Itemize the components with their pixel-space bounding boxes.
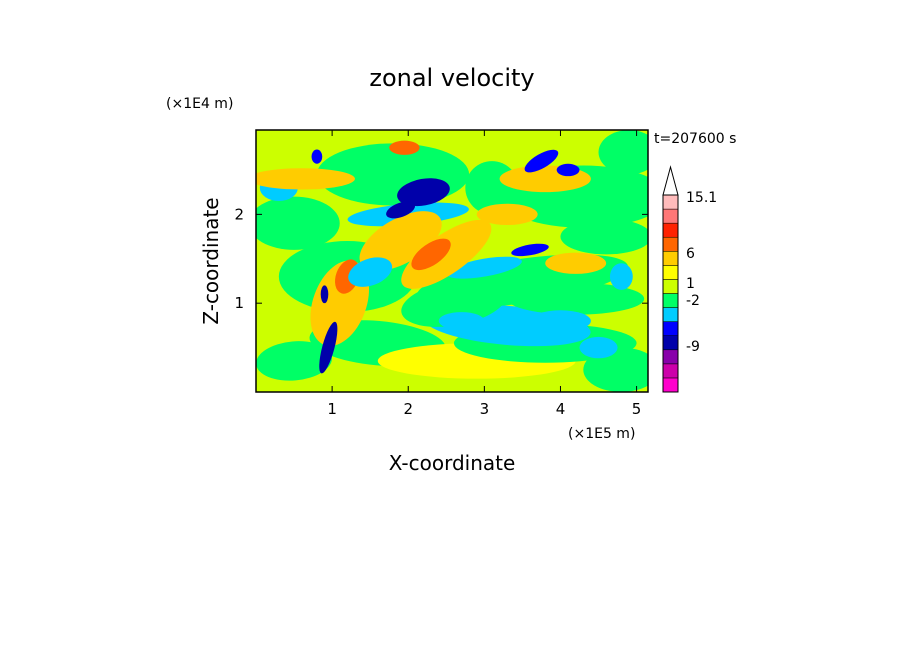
field-region xyxy=(348,257,393,287)
field-region xyxy=(560,218,648,255)
field-region xyxy=(389,140,420,155)
time-label: t=207600 s xyxy=(654,131,736,147)
colorbar-extend-arrow xyxy=(662,165,679,196)
colorbar-segment xyxy=(662,349,679,365)
plot-frame xyxy=(255,129,649,393)
y-tick-label: 1 xyxy=(234,294,244,312)
field-region xyxy=(256,341,333,381)
field-region xyxy=(476,203,538,226)
colorbar-segment xyxy=(662,265,679,280)
field-region xyxy=(530,310,591,332)
x-axis-ticks: 1 2 3 4 5 xyxy=(327,130,641,418)
y-tick-label: 2 xyxy=(234,205,244,223)
colorbar-segment xyxy=(662,236,679,252)
field-region xyxy=(319,321,338,374)
y-axis-ticks: 12 xyxy=(234,205,648,312)
colorbar-label: 1 xyxy=(686,276,695,292)
x-axis-label: X-coordinate xyxy=(389,451,516,475)
field-region xyxy=(579,336,618,359)
field-region xyxy=(511,243,549,257)
x-unit-label: (×1E5 m) xyxy=(568,426,635,442)
field-region xyxy=(411,238,451,271)
field-region xyxy=(598,130,648,175)
colorbar-segment xyxy=(662,363,679,379)
x-tick-label: 1 xyxy=(327,400,337,418)
colorbar-label: -2 xyxy=(686,293,700,309)
field-region xyxy=(446,256,522,279)
colorbar-segment xyxy=(662,293,679,308)
colorbar-label: 6 xyxy=(686,246,695,262)
field-region xyxy=(386,201,416,219)
field-region xyxy=(397,178,450,207)
x-tick-label: 3 xyxy=(480,400,490,418)
colorbar-segment xyxy=(662,194,679,210)
field-region xyxy=(583,347,648,392)
y-axis-label: Z-coordinate xyxy=(199,197,223,324)
field-region xyxy=(311,149,323,164)
field-region xyxy=(256,168,355,190)
colorbar-segment xyxy=(662,251,679,266)
x-tick-label: 2 xyxy=(403,400,413,418)
colorbar: 15.1 6 1-2 -9 xyxy=(662,165,717,393)
colorbar-segment xyxy=(662,377,679,393)
colorbar-frame xyxy=(662,194,679,393)
field-region xyxy=(524,149,559,173)
colorbar-segment xyxy=(662,279,679,294)
chart-title: zonal velocity xyxy=(369,64,534,92)
field-region xyxy=(438,312,485,330)
colorbar-segment xyxy=(662,307,679,322)
colorbar-segment xyxy=(662,335,679,351)
x-tick-label: 5 xyxy=(632,400,642,418)
field-region xyxy=(359,211,442,271)
colorbar-segment xyxy=(662,222,679,238)
x-tick-label: 4 xyxy=(556,400,566,418)
field-region xyxy=(556,163,580,177)
field-region xyxy=(320,285,329,304)
field-region xyxy=(609,263,633,290)
y-unit-label: (×1E4 m) xyxy=(166,96,233,112)
colorbar-segment xyxy=(662,208,679,224)
velocity-field xyxy=(256,130,648,392)
field-region xyxy=(256,196,340,250)
field-region xyxy=(545,252,607,274)
colorbar-label: 15.1 xyxy=(686,190,717,206)
colorbar-label: -9 xyxy=(686,339,700,355)
colorbar-segment xyxy=(662,321,679,336)
